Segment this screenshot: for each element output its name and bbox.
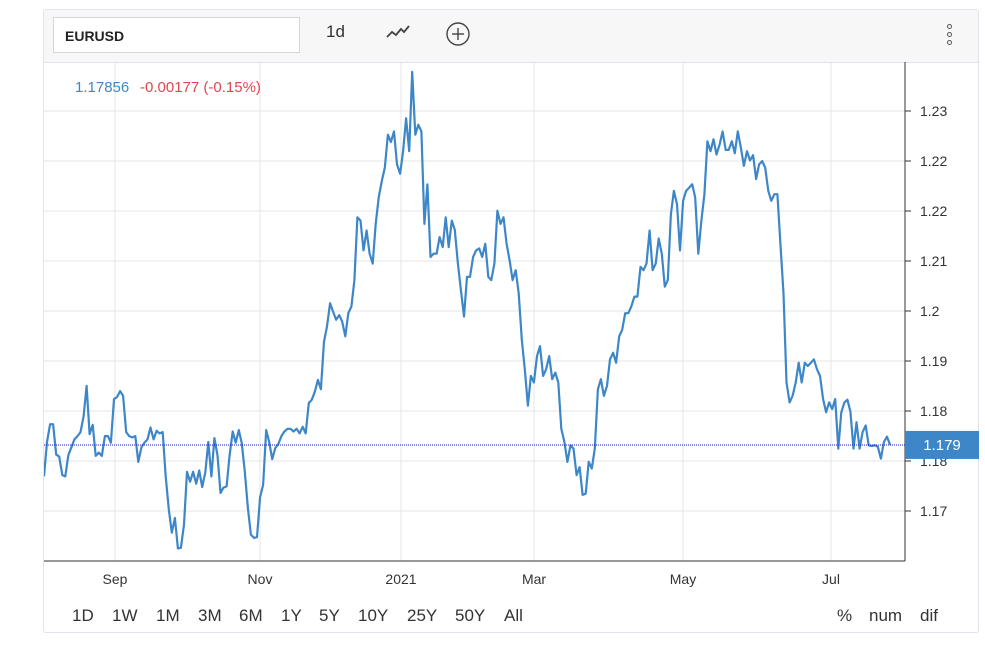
quote-price: 1.17856	[75, 79, 129, 96]
y-tick-label: 1.18	[920, 403, 947, 419]
y-tick-label: 1.19	[920, 353, 947, 369]
add-compare-icon[interactable]	[445, 21, 471, 52]
range-button-25y[interactable]: 25Y	[407, 606, 438, 625]
more-options-icon[interactable]	[947, 24, 953, 50]
range-button-5y[interactable]: 5Y	[319, 606, 340, 625]
y-tick-label: 1.23	[920, 103, 947, 119]
chart-toolbar: EURUSD 1d	[44, 10, 978, 63]
y-tick-label: 1.21	[920, 253, 947, 269]
range-button-1y[interactable]: 1Y	[281, 606, 302, 625]
chart-grid	[44, 62, 905, 561]
range-button-1d[interactable]: 1D	[72, 606, 94, 625]
mode-button-dif[interactable]: dif	[920, 606, 938, 625]
range-button-all[interactable]: All	[504, 606, 523, 625]
symbol-input[interactable]: EURUSD	[53, 17, 300, 53]
quote-change: -0.00177 (-0.15%)	[140, 79, 261, 96]
range-button-10y[interactable]: 10Y	[358, 606, 389, 625]
range-button-6m[interactable]: 6M	[239, 606, 263, 625]
x-tick-label: 2021	[385, 571, 416, 587]
range-button-1w[interactable]: 1W	[112, 606, 138, 625]
range-button-50y[interactable]: 50Y	[455, 606, 486, 625]
range-button-1m[interactable]: 1M	[156, 606, 180, 625]
x-tick-label: Jul	[822, 571, 840, 587]
last-price-tag: 1.179	[905, 430, 979, 459]
bottom-controls: 1D 1W 1M 3M 6M 1Y 5Y 10Y 25Y 50Y All % num dif	[44, 606, 978, 632]
x-tick-label: Nov	[248, 571, 273, 587]
x-tick-label: May	[670, 571, 696, 587]
mode-button-num[interactable]: num	[869, 606, 903, 625]
y-tick-label: 1.2	[920, 303, 940, 319]
y-tick-label: 1.22	[920, 153, 947, 169]
svg-text:1.179: 1.179	[923, 437, 961, 454]
y-tick-label: 1.17	[920, 503, 947, 519]
price-series-line	[44, 70, 892, 550]
y-tick-label: 1.22	[920, 203, 947, 219]
range-button-3m[interactable]: 3M	[198, 606, 222, 625]
mode-button-percent[interactable]: %	[837, 606, 853, 625]
line-chart-style-icon[interactable]	[385, 22, 411, 47]
x-tick-label: Sep	[103, 571, 128, 587]
chart-widget: EURUSD 1d 1.17 1.18 1.18 1.19 1.2 1.21 1.22 1.2…	[43, 9, 979, 633]
x-tick-label: Mar	[522, 571, 546, 587]
interval-button[interactable]: 1d	[326, 22, 345, 41]
